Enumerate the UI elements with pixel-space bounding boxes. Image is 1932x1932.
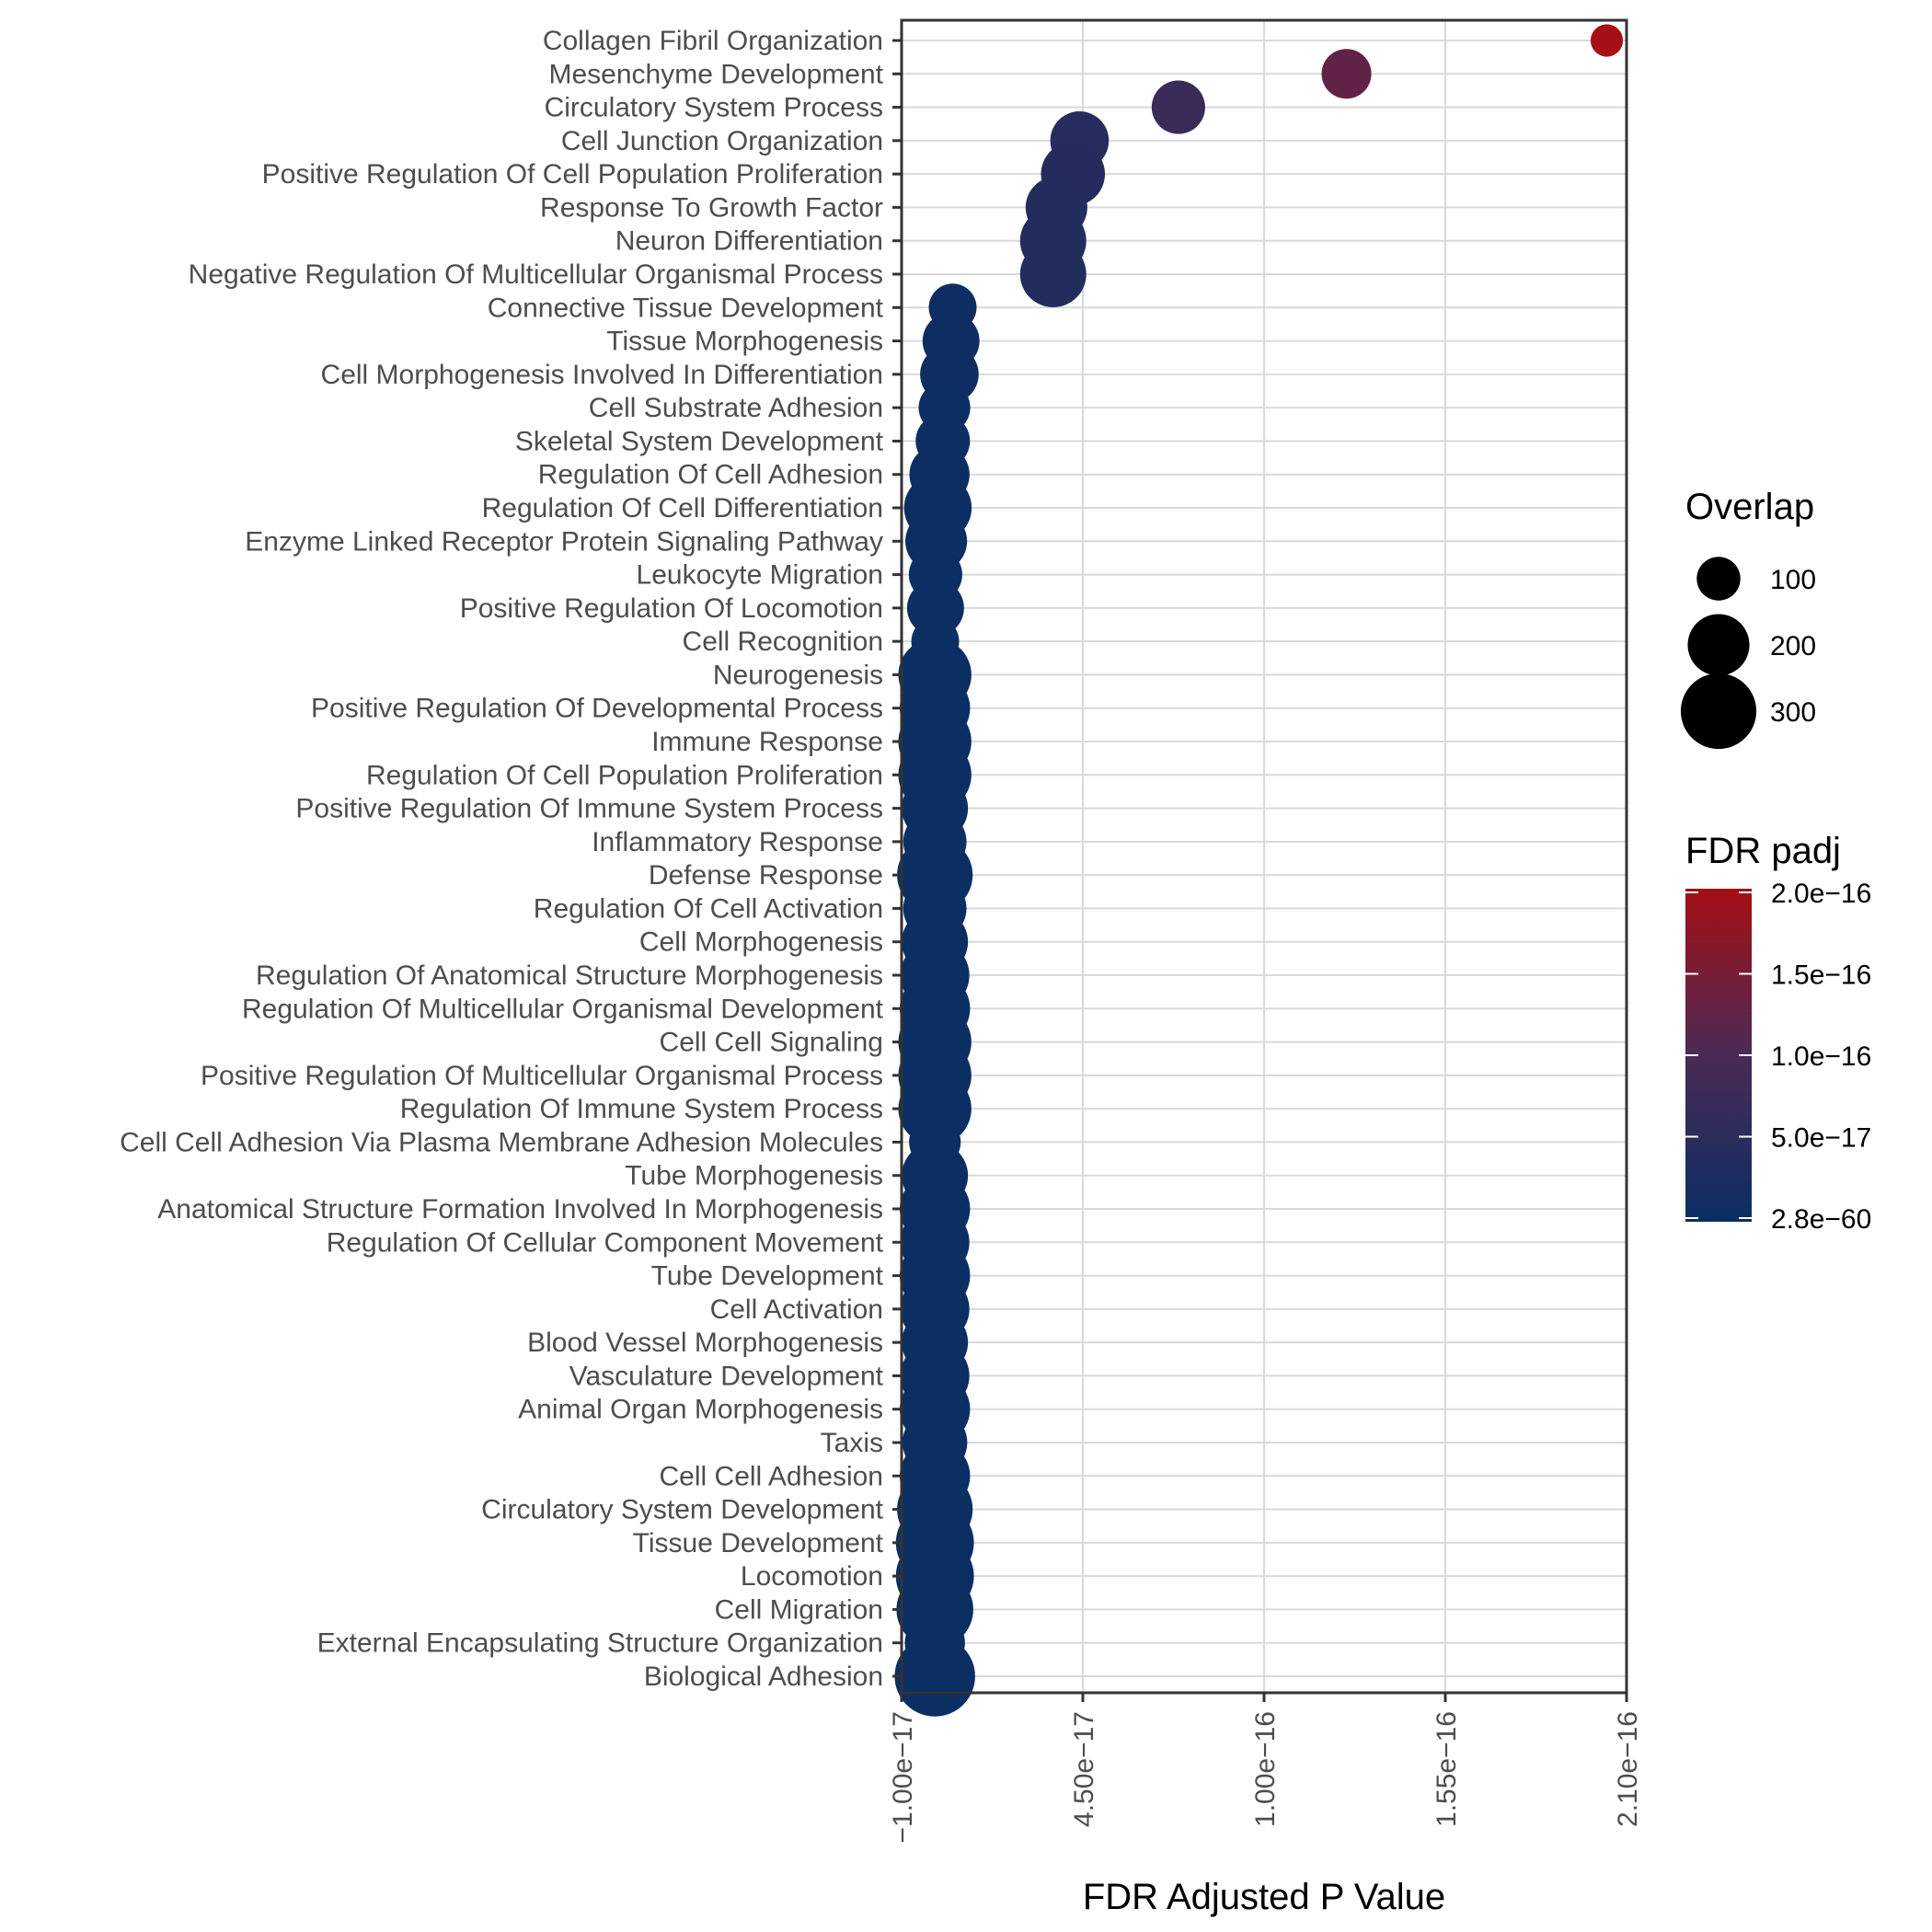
y-tick-label: Positive Regulation Of Developmental Pro… [311,694,883,724]
y-tick-label: Positive Regulation Of Locomotion [460,593,883,624]
y-tick-label: Positive Regulation Of Immune System Pro… [295,794,883,824]
data-points: Collagen Fibril Organization Mesenchyme D… [894,24,1624,1717]
y-tick-label: Inflammatory Response [592,827,883,857]
x-tick-label: −1.00e−17 [888,1711,918,1843]
colorbar-label: 1.5e−16 [1771,960,1871,991]
y-tick-label: Regulation Of Anatomical Structure Morph… [256,960,883,991]
y-tick-label: Regulation Of Cell Activation [534,893,883,924]
overlap-legend-key [1696,557,1741,601]
x-axis-title: FDR Adjusted P Value [1083,1877,1445,1917]
overlap-size-legend: Overlap 100 200 300 [1680,487,1816,750]
x-tick-label: 2.10e−16 [1613,1711,1643,1827]
overlap-legend-title: Overlap [1685,487,1814,527]
data-point: Biological Adhesion [894,1636,975,1717]
x-axis: −1.00e−17 4.50e−17 1.00e−16 1.55e−16 2.10e−1… [888,1693,1643,1843]
y-tick-label: Tissue Development [633,1528,884,1558]
fdr-color-legend: FDR padj 2.0e−16 1.5e−16 1.0e−16 5.0e−17 2.8… [1685,831,1871,1235]
y-tick-label: Neuron Differentiation [615,226,883,257]
colorbar-label: 2.8e−60 [1771,1204,1871,1235]
y-tick-label: Positive Regulation Of Cell Population P… [262,159,883,190]
y-tick-label: Cell Cell Adhesion [660,1461,883,1491]
y-tick-label: Cell Activation [710,1294,883,1325]
y-tick-label: Immune Response [651,727,883,757]
y-tick-label: Circulatory System Process [545,93,883,123]
x-tick-label: 4.50e−17 [1069,1711,1099,1827]
y-tick-label: Taxis [821,1428,883,1458]
y-tick-label: Biological Adhesion [644,1662,883,1692]
y-tick-label: Cell Morphogenesis [639,927,883,958]
y-tick-label: External Encapsulating Structure Organiz… [317,1628,883,1659]
data-point: Circulatory System Process [1151,80,1205,134]
overlap-legend-label: 100 [1770,565,1816,595]
y-tick-label: Mesenchyme Development [548,59,883,89]
y-tick-label: Regulation Of Cellular Component Movemen… [327,1227,884,1258]
overlap-legend-label: 300 [1770,697,1816,728]
y-tick-label: Circulatory System Development [481,1495,883,1525]
grid-lines [901,20,1627,1693]
y-tick-label: Anatomical Structure Formation Involved … [157,1194,883,1225]
colorbar-label: 2.0e−16 [1771,879,1871,909]
data-point: Mesenchyme Development [1321,49,1372,99]
colorbar-label: 1.0e−16 [1771,1041,1871,1072]
y-tick-label: Locomotion [741,1561,883,1592]
y-tick-label: Vasculature Development [569,1361,884,1391]
overlap-legend-key [1680,673,1757,750]
y-tick-label: Cell Cell Adhesion Via Plasma Membrane A… [120,1127,883,1157]
overlap-legend-key [1687,614,1750,676]
y-tick-label: Negative Regulation Of Multicellular Org… [189,259,883,290]
y-tick-label: Regulation Of Multicellular Organismal D… [242,994,884,1024]
y-tick-label: Response To Growth Factor [540,192,883,223]
y-tick-label: Animal Organ Morphogenesis [518,1395,883,1425]
y-tick-label: Collagen Fibril Organization [543,26,883,56]
y-tick-label: Tube Morphogenesis [625,1161,883,1191]
y-tick-label: Cell Junction Organization [561,126,883,156]
y-tick-label: Defense Response [649,860,883,891]
y-tick-label: Skeletal System Development [515,426,884,456]
y-tick-label: Regulation Of Immune System Process [400,1094,883,1124]
overlap-legend-label: 200 [1770,631,1816,661]
y-tick-label: Blood Vessel Morphogenesis [527,1328,883,1358]
y-tick-label: Regulation Of Cell Differentiation [482,493,883,523]
y-tick-label: Tube Development [651,1261,884,1292]
x-tick-label: 1.00e−16 [1250,1711,1281,1827]
y-tick-label: Regulation Of Cell Adhesion [538,460,883,490]
colorbar-label: 5.0e−17 [1771,1123,1871,1154]
data-point: Collagen Fibril Organization [1590,24,1624,57]
x-tick-label: 1.55e−16 [1432,1711,1462,1827]
y-tick-label: Tissue Morphogenesis [606,327,883,357]
fdr-legend-title: FDR padj [1685,831,1841,871]
y-tick-label: Enzyme Linked Receptor Protein Signaling… [245,526,883,557]
y-tick-label: Positive Regulation Of Multicellular Org… [201,1061,883,1091]
y-tick-label: Cell Migration [715,1594,883,1625]
y-tick-label: Cell Morphogenesis Involved In Different… [321,360,883,390]
y-tick-label: Leukocyte Migration [637,560,883,591]
data-point: Negative Regulation Of Multicellular Org… [1019,241,1087,307]
y-tick-label: Cell Substrate Adhesion [589,393,883,423]
y-tick-label: Regulation Of Cell Population Proliferat… [366,760,883,790]
y-tick-label: Cell Cell Signaling [660,1028,883,1058]
y-tick-label: Neurogenesis [713,660,883,690]
y-tick-label: Connective Tissue Development [488,293,884,323]
y-tick-label: Cell Recognition [683,627,883,657]
